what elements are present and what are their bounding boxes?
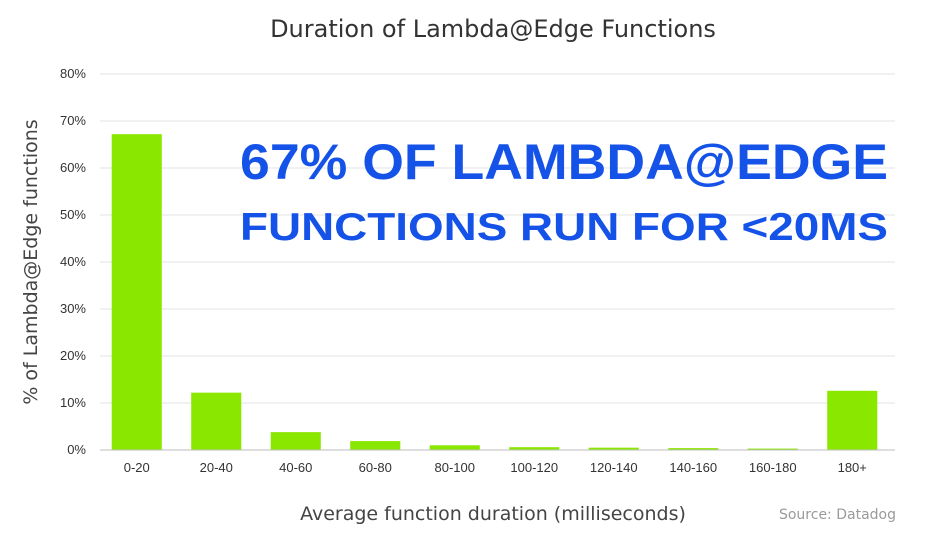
bar-0-20 bbox=[111, 134, 162, 450]
y-tick-label: 40% bbox=[60, 254, 86, 269]
y-tick-label: 10% bbox=[60, 395, 86, 410]
bar-160-180 bbox=[747, 448, 798, 450]
x-tick-label: 180+ bbox=[838, 460, 867, 475]
chart-title: Duration of Lambda@Edge Functions bbox=[270, 15, 716, 43]
y-tick-label: 60% bbox=[60, 160, 86, 175]
x-tick-label: 120-140 bbox=[590, 460, 638, 475]
x-tick-label: 20-40 bbox=[200, 460, 233, 475]
x-tick-label: 140-160 bbox=[669, 460, 717, 475]
gridlines bbox=[100, 73, 895, 404]
annotation-line-1: 67% OF LAMBDA@EDGE bbox=[240, 134, 888, 190]
x-tick-label: 60-80 bbox=[359, 460, 392, 475]
y-tick-label: 50% bbox=[60, 207, 86, 222]
bar-60-80 bbox=[350, 441, 401, 450]
y-tick-label: 80% bbox=[60, 66, 86, 81]
bar-180+ bbox=[827, 390, 878, 450]
x-tick-label: 80-100 bbox=[435, 460, 475, 475]
y-tick-label: 70% bbox=[60, 113, 86, 128]
x-tick-label: 100-120 bbox=[510, 460, 558, 475]
x-tick-label: 40-60 bbox=[279, 460, 312, 475]
source-note: Source: Datadog bbox=[779, 507, 896, 523]
bars bbox=[111, 134, 878, 450]
x-axis-ticks: 0-20 20-40 40-60 60-80 80-100 100-120 120-140 1… bbox=[124, 460, 867, 475]
bar-20-40 bbox=[191, 392, 242, 450]
bar-40-60 bbox=[270, 432, 321, 450]
x-axis-label: Average function duration (milliseconds) bbox=[300, 503, 686, 525]
x-tick-label: 160-180 bbox=[749, 460, 797, 475]
y-tick-label: 30% bbox=[60, 301, 86, 316]
annotation-line-2: FUNCTIONS RUN FOR <20MS bbox=[240, 206, 888, 249]
y-tick-label: 20% bbox=[60, 348, 86, 363]
bar-120-140 bbox=[588, 447, 639, 450]
y-axis-ticks: 0% 10% 20% 30% 40% 50% 60% 70% 80% bbox=[60, 66, 86, 457]
y-axis-label: % of Lambda@Edge functions bbox=[20, 119, 42, 404]
x-tick-label: 0-20 bbox=[124, 460, 150, 475]
y-tick-label: 0% bbox=[67, 442, 86, 457]
bar-80-100 bbox=[429, 445, 480, 450]
bar-100-120 bbox=[509, 447, 560, 450]
bar-140-160 bbox=[668, 448, 719, 450]
